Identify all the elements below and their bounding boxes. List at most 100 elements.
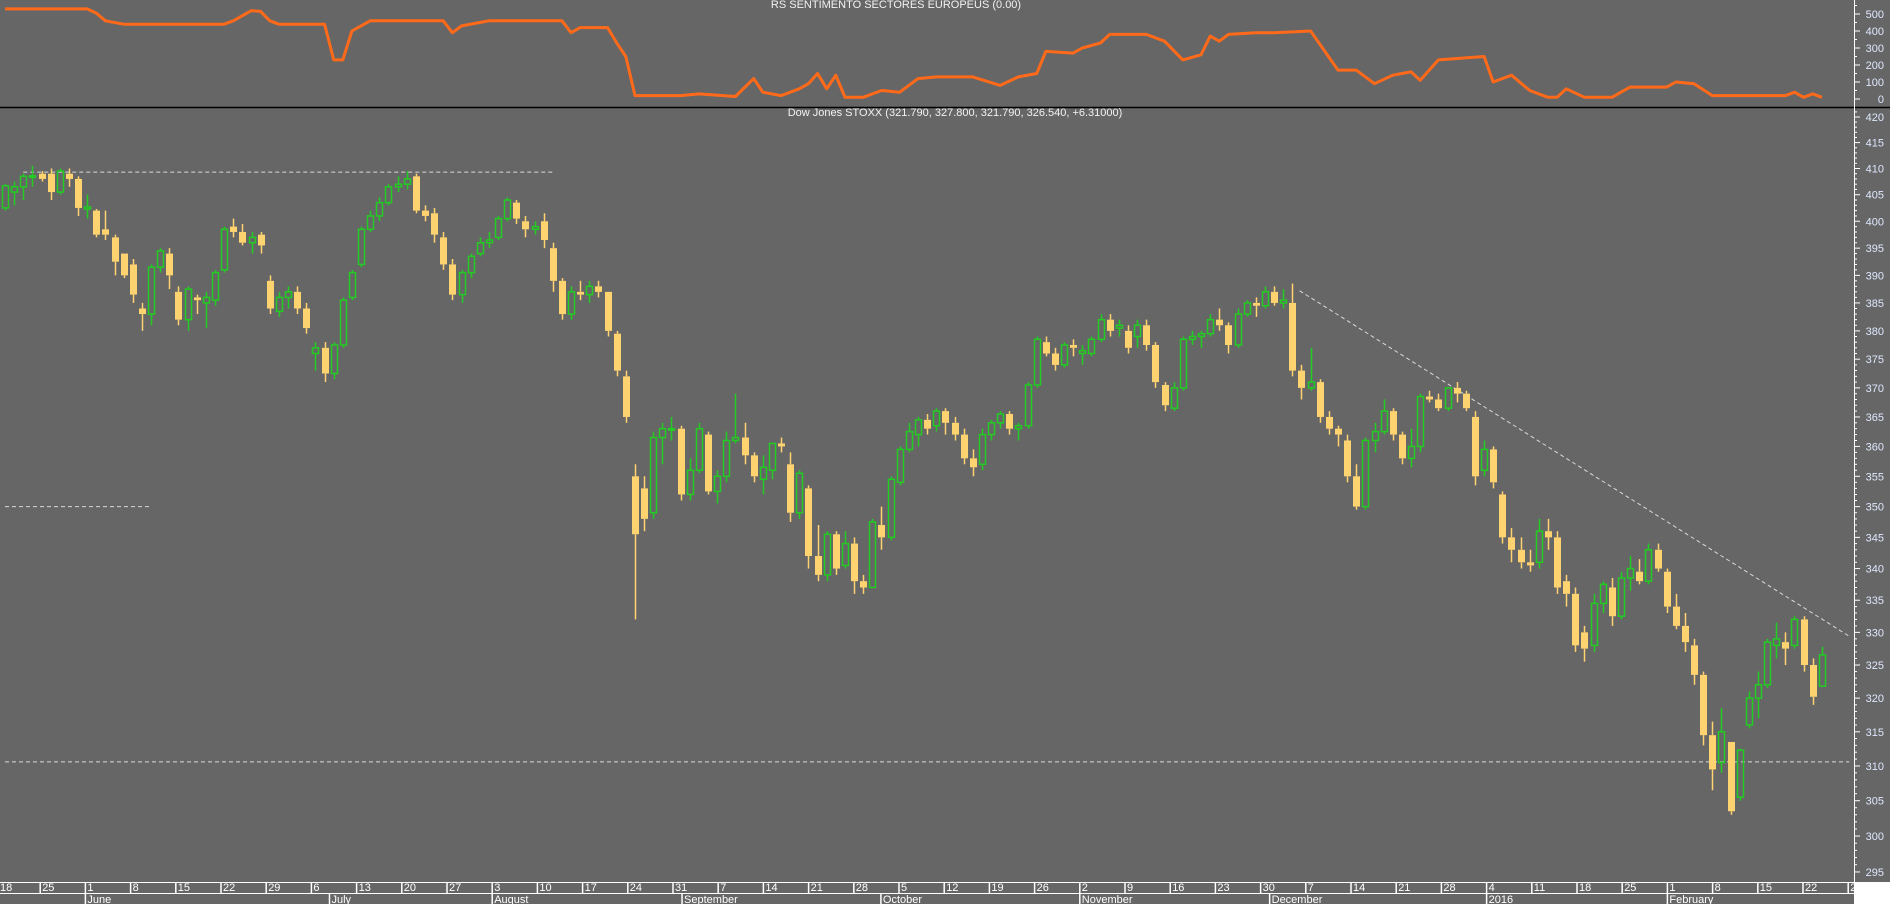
candle-body-up <box>1179 338 1188 389</box>
candle <box>384 184 393 206</box>
candle <box>550 242 557 292</box>
candle-body-up <box>357 228 366 266</box>
candle-body-up <box>1243 302 1252 315</box>
candle <box>686 458 695 501</box>
price-y-tick-label: 335 <box>1866 595 1884 607</box>
candle-body-down <box>1454 387 1461 394</box>
candle <box>1626 556 1635 591</box>
candle-body-down <box>513 202 520 219</box>
candle <box>531 221 540 235</box>
candle-body-up <box>1535 530 1544 564</box>
candle <box>731 393 740 444</box>
week-tick-label: 10 <box>539 882 551 894</box>
candle-body-up <box>996 413 1005 424</box>
candle <box>28 165 37 187</box>
candle <box>303 302 310 334</box>
candle-body-down <box>1664 571 1671 607</box>
week-tick-label: 14 <box>765 882 777 894</box>
candle <box>1700 671 1707 746</box>
price-y-tick-label: 330 <box>1866 627 1884 639</box>
candle-body-up <box>914 419 923 436</box>
candle-body-down <box>294 291 301 309</box>
candle-body-down <box>1070 344 1077 348</box>
candle <box>75 176 82 216</box>
plot-background <box>0 0 1854 882</box>
candle-body-down <box>961 434 968 459</box>
candle-body-down <box>833 534 840 569</box>
candle <box>841 531 850 569</box>
candle-body-up <box>83 206 92 210</box>
candle <box>1225 322 1232 354</box>
candle <box>1664 568 1671 614</box>
candle <box>1527 549 1534 572</box>
candle-body-down <box>1655 549 1662 569</box>
candle <box>905 422 914 453</box>
candle <box>93 209 100 238</box>
candle <box>1736 748 1745 801</box>
candle-body-down <box>303 308 310 329</box>
week-tick-label: 1 <box>87 882 93 894</box>
month-label: November <box>1082 894 1133 904</box>
candle <box>722 431 731 483</box>
candle-body-down <box>942 411 949 423</box>
candle <box>1673 593 1680 630</box>
candle <box>202 291 211 329</box>
candle-body-down <box>1289 302 1296 371</box>
candle-body-up <box>932 410 941 427</box>
candle <box>851 537 858 594</box>
price-y-tick-label: 310 <box>1866 761 1884 773</box>
candle <box>1454 382 1461 403</box>
candle <box>166 248 173 290</box>
candle <box>1162 382 1169 412</box>
candle-body-up <box>348 271 357 299</box>
candle <box>357 226 366 268</box>
candle-body-up <box>567 291 576 315</box>
week-tick-label: 20 <box>404 882 416 894</box>
candle <box>156 248 165 273</box>
month-label: October <box>883 894 922 904</box>
candle <box>1024 382 1033 429</box>
candle-body-down <box>1691 645 1698 675</box>
candle <box>1143 319 1150 351</box>
price-y-tick-label: 415 <box>1866 138 1884 150</box>
candle-body-up <box>28 175 37 179</box>
candle <box>1243 300 1252 317</box>
candle <box>1581 625 1588 662</box>
candle-body-up <box>384 186 393 204</box>
candle <box>258 231 265 254</box>
candle-body-down <box>623 376 630 417</box>
candle-body-up <box>1307 381 1316 389</box>
candle-body-up <box>1599 583 1608 605</box>
candle <box>48 168 55 201</box>
candle <box>1078 344 1087 365</box>
candle <box>658 422 667 465</box>
candle-body-up <box>667 427 676 431</box>
candle <box>275 291 284 317</box>
candle <box>1152 342 1159 388</box>
candle-body-down <box>431 213 438 235</box>
week-tick-label: 25 <box>42 882 54 894</box>
candle <box>230 218 237 238</box>
candle-body-down <box>166 253 173 276</box>
candle-body-up <box>476 241 485 255</box>
candle-body-up <box>1772 638 1781 647</box>
candle-body-down <box>139 308 146 315</box>
month-label: February <box>1669 894 1714 904</box>
week-tick-label: 18 <box>1579 882 1591 894</box>
price-y-tick-label: 355 <box>1866 471 1884 483</box>
candle <box>1499 491 1506 544</box>
candle-body-down <box>1545 531 1552 538</box>
candle-body-down <box>1344 440 1351 477</box>
candle-body-down <box>577 291 584 295</box>
candle-body-up <box>1407 445 1416 460</box>
candle <box>139 302 146 331</box>
candle-body-down <box>751 455 758 477</box>
candle-body-down <box>805 488 812 557</box>
candle-body-down <box>1317 382 1324 417</box>
candle <box>1289 283 1296 377</box>
candle <box>431 207 438 243</box>
candle-body-up <box>531 225 540 231</box>
candle <box>1490 446 1497 489</box>
candle-body-up <box>1279 299 1288 304</box>
